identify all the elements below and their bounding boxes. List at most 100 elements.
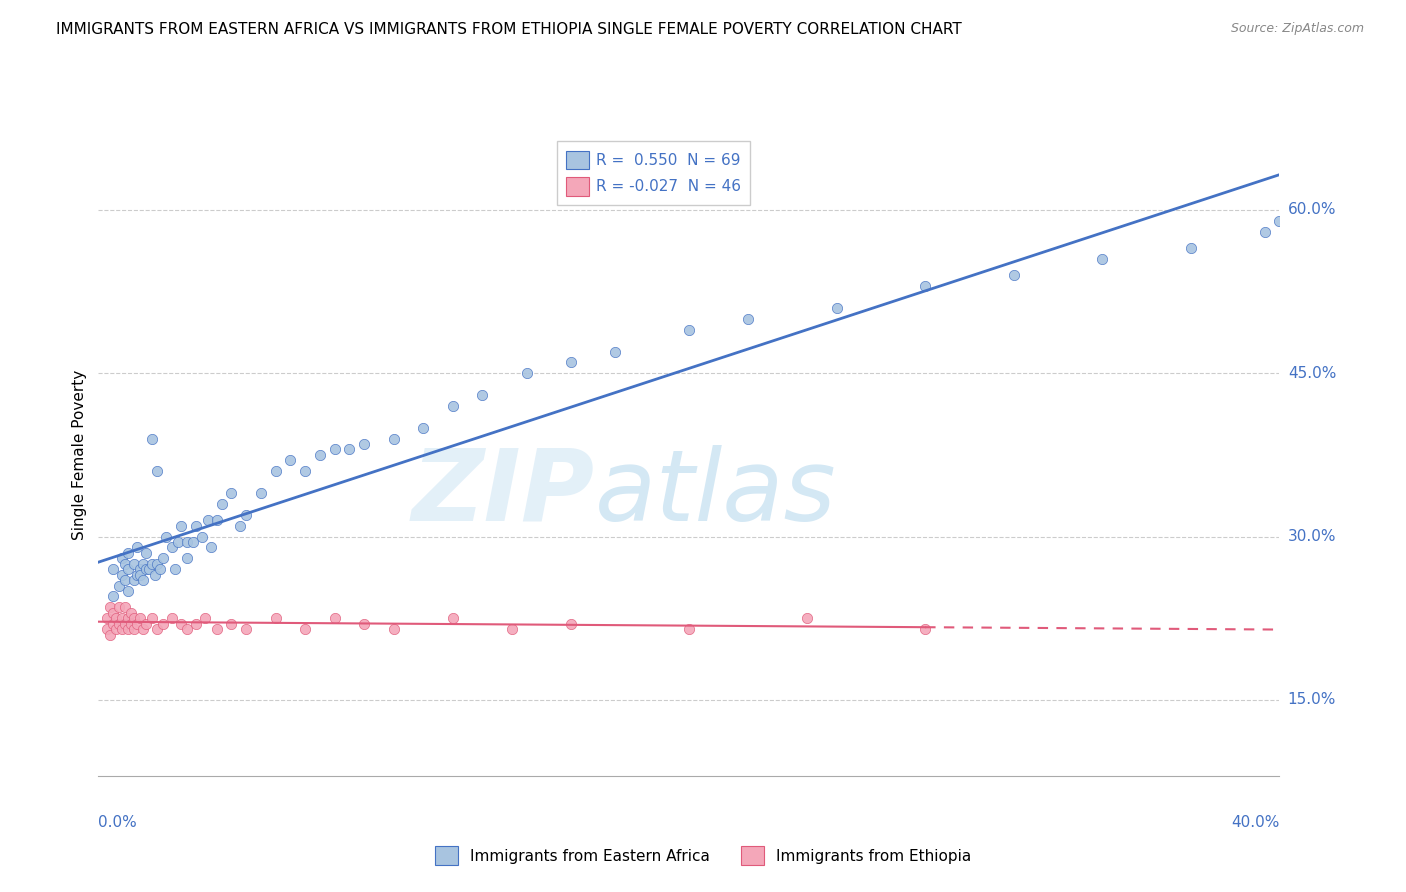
Point [122, 573, 145, 587]
Point [294, 622, 316, 636]
Point [412, 420, 434, 434]
Point [117, 611, 139, 625]
Point [796, 611, 818, 625]
Point [211, 497, 233, 511]
Point [152, 616, 174, 631]
Point [353, 616, 375, 631]
Point [146, 464, 169, 478]
Point [323, 442, 346, 457]
Point [108, 578, 131, 592]
Point [103, 590, 125, 604]
Point [108, 600, 131, 615]
Point [103, 606, 125, 620]
Text: 45.0%: 45.0% [1288, 366, 1336, 381]
Text: Source: ZipAtlas.com: Source: ZipAtlas.com [1230, 22, 1364, 36]
Point [825, 301, 848, 315]
Point [323, 611, 346, 625]
Point [501, 622, 523, 636]
Point [132, 622, 155, 636]
Point [1268, 214, 1291, 228]
Point [111, 567, 134, 582]
Point [678, 622, 700, 636]
Point [120, 606, 142, 620]
Point [135, 562, 157, 576]
Point [337, 442, 360, 457]
Point [138, 562, 160, 576]
Point [128, 562, 150, 576]
Point [184, 518, 207, 533]
Point [914, 622, 936, 636]
Point [96, 611, 118, 625]
Text: 15.0%: 15.0% [1288, 692, 1336, 707]
Point [125, 567, 148, 582]
Point [167, 535, 190, 549]
Point [382, 432, 405, 446]
Point [125, 541, 148, 555]
Point [155, 530, 177, 544]
Point [96, 622, 118, 636]
Point [114, 600, 136, 615]
Point [105, 611, 128, 625]
Point [120, 616, 142, 631]
Point [678, 323, 700, 337]
Point [250, 486, 273, 500]
Point [181, 535, 204, 549]
Point [1180, 241, 1202, 255]
Point [441, 399, 464, 413]
Point [353, 437, 375, 451]
Point [560, 355, 582, 369]
Point [162, 611, 183, 625]
Point [1002, 268, 1025, 283]
Point [149, 562, 172, 576]
Legend: R =  0.550  N = 69, R = -0.027  N = 46: R = 0.550 N = 69, R = -0.027 N = 46 [557, 142, 751, 204]
Point [108, 616, 131, 631]
Point [191, 530, 214, 544]
Text: 40.0%: 40.0% [1232, 814, 1279, 830]
Point [98, 600, 121, 615]
Point [560, 616, 582, 631]
Point [141, 557, 163, 571]
Text: 0.0%: 0.0% [98, 814, 138, 830]
Point [141, 432, 163, 446]
Point [103, 562, 125, 576]
Text: 30.0%: 30.0% [1288, 529, 1336, 544]
Point [103, 616, 125, 631]
Point [146, 557, 169, 571]
Point [117, 584, 139, 599]
Point [170, 616, 193, 631]
Point [176, 535, 198, 549]
Point [170, 518, 193, 533]
Legend: Immigrants from Eastern Africa, Immigrants from Ethiopia: Immigrants from Eastern Africa, Immigran… [429, 840, 977, 871]
Point [515, 366, 537, 380]
Point [184, 616, 207, 631]
Point [309, 448, 332, 462]
Point [122, 622, 145, 636]
Point [105, 622, 128, 636]
Point [441, 611, 464, 625]
Point [122, 611, 145, 625]
Point [737, 311, 759, 326]
Point [914, 279, 936, 293]
Text: IMMIGRANTS FROM EASTERN AFRICA VS IMMIGRANTS FROM ETHIOPIA SINGLE FEMALE POVERTY: IMMIGRANTS FROM EASTERN AFRICA VS IMMIGR… [56, 22, 962, 37]
Point [117, 546, 139, 560]
Point [205, 622, 228, 636]
Point [264, 611, 287, 625]
Text: 60.0%: 60.0% [1288, 202, 1336, 218]
Point [1091, 252, 1114, 266]
Point [162, 541, 183, 555]
Point [128, 611, 150, 625]
Point [176, 551, 198, 566]
Point [471, 388, 494, 402]
Point [146, 622, 169, 636]
Point [1254, 225, 1277, 239]
Point [197, 513, 219, 527]
Point [132, 573, 155, 587]
Point [125, 616, 148, 631]
Point [205, 513, 228, 527]
Point [135, 546, 157, 560]
Point [152, 551, 174, 566]
Point [235, 508, 257, 522]
Point [605, 344, 627, 359]
Point [114, 616, 136, 631]
Point [165, 562, 187, 576]
